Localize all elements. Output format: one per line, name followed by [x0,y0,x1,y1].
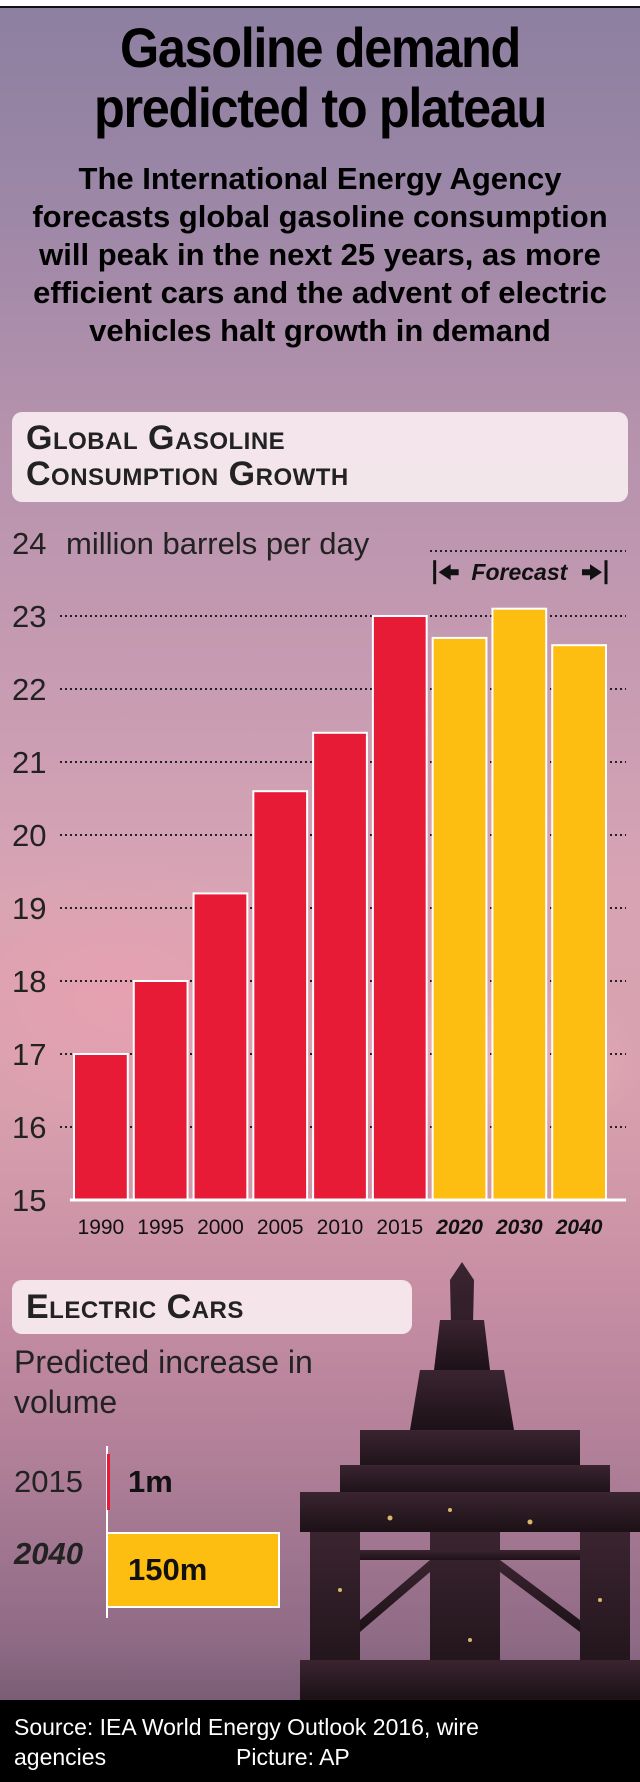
bar-2040 [551,644,608,1201]
electric-panel-header [12,1280,412,1334]
x-tick-label: 2010 [317,1216,364,1239]
y-tick-label: 24 [12,526,46,561]
y-tick-label: 23 [12,599,46,634]
headline-text: Gasoline demand predicted to plateau [94,16,547,139]
y-tick-label: 16 [12,1110,46,1145]
bar-2005 [252,790,309,1201]
gasoline-panel-title: Global Gasoline Consumption Growth [26,420,349,492]
oil-rig-silhouette [300,1262,640,1700]
footer: Source: IEA World Energy Outlook 2016, w… [14,1712,614,1772]
x-tick-label: 2005 [257,1216,304,1239]
bar-2020 [431,636,488,1201]
x-tick-label: 2040 [555,1216,603,1239]
footer-band [0,1700,640,1782]
y-tick-label: 19 [12,891,46,926]
forecast-left-arrow-icon [438,564,459,581]
gasoline-panel-title-line2: Consumption Growth [26,455,349,493]
electric-caption: Predicted increase in volume [14,1344,313,1420]
x-tick-label: 1995 [137,1216,184,1239]
forecast-label: Forecast [471,559,568,585]
electric-bar-2015 [107,1454,110,1510]
electric-panel-title: Electric Cars [26,1288,244,1326]
electric-row-year: 2015 [14,1464,83,1499]
bar-1990 [73,1053,129,1201]
footer-source: Source: IEA World Energy Outlook 2016, w… [14,1714,479,1770]
gasoline-panel-header [12,412,628,502]
y-tick-label: 20 [12,818,46,853]
electric-bar-2040 [106,1532,280,1608]
gasoline-panel-title-line1: Global Gasoline [26,419,286,457]
x-tick-label: 2000 [197,1216,244,1239]
footer-picture: Picture: AP [236,1744,350,1770]
x-tick-label: 2030 [495,1216,543,1239]
y-tick-label: 17 [12,1037,46,1072]
electric-row-year: 2040 [14,1536,83,1571]
y-axis-unit-label: million barrels per day [66,526,370,561]
subtitle-text: The International Energy Agency forecast… [32,161,608,348]
top-rule [0,0,640,8]
bar-2030 [491,607,548,1201]
y-tick-label: 21 [12,745,46,780]
y-tick-label: 22 [12,672,46,707]
bar-2015 [371,615,428,1201]
electric-value-2040: 150m [128,1552,208,1587]
y-tick-label: 18 [12,964,46,999]
bar-1995 [132,980,189,1201]
forecast-right-arrow-icon [582,564,602,581]
x-tick-label: 2015 [376,1216,423,1239]
x-tick-label: 1990 [78,1216,125,1239]
y-tick-label: 15 [12,1183,46,1218]
headline: Gasoline demand predicted to plateau [32,18,608,138]
x-tick-label: 2020 [435,1216,483,1239]
gasoline-bar-chart: 15 16 17 18 19 20 21 22 23 24 million barrels per … [12,526,626,1239]
bar-2010 [312,731,368,1202]
bar-2000 [192,892,249,1201]
electric-value-2015: 1m [128,1464,173,1499]
subtitle: The International Energy Agency forecast… [0,160,640,350]
